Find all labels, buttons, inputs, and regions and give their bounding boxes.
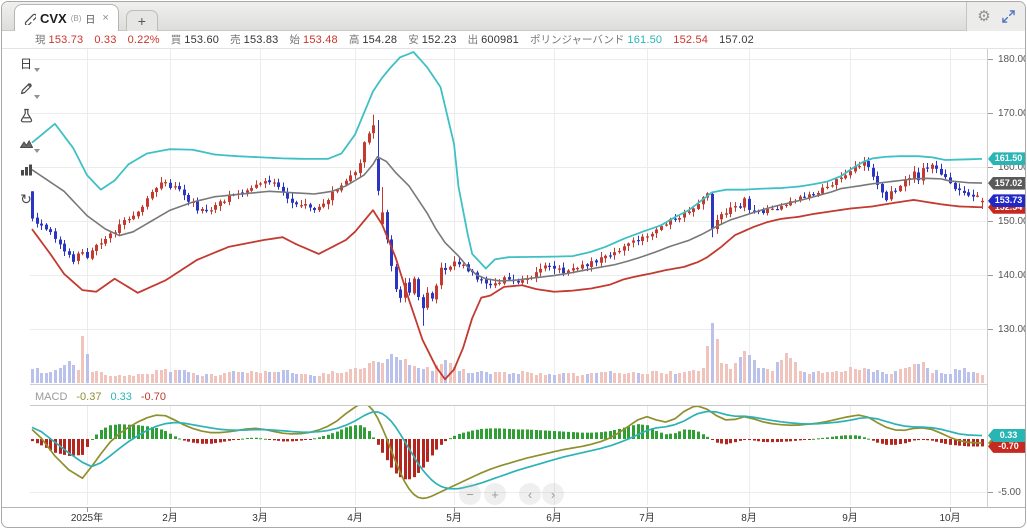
zoom-in-button[interactable]: + (484, 483, 506, 505)
quote-item: 0.33 (94, 33, 117, 46)
quote-item: 高 154.28 (348, 34, 398, 46)
macd-value: 0.33 (110, 391, 132, 403)
quote-item: 始 153.48 (289, 34, 338, 46)
macd-value-row: MACD -0.37 0.33 -0.70 (35, 391, 166, 403)
settings-gear-icon[interactable]: ⚙ (977, 8, 991, 25)
chevron-down-icon (34, 68, 40, 72)
quote-item: 157.02 (719, 33, 754, 46)
quote-item: 安 152.23 (408, 34, 457, 46)
pencil-icon (19, 81, 34, 101)
toolbar-draw-button[interactable] (15, 79, 40, 102)
tab-interval: 日 (85, 14, 96, 26)
macd-value: -0.37 (76, 391, 102, 403)
macd-value: -0.70 (140, 391, 166, 403)
tab-cvx[interactable]: CVX (B) 日 × (14, 4, 119, 31)
bar-chart-icon (19, 162, 34, 182)
left-toolbar: 日 ↻ (15, 52, 40, 210)
quote-item: 買 153.60 (170, 34, 220, 46)
quote-item: ポリンジャーバンド 161.50 (529, 34, 663, 46)
link-icon (23, 12, 36, 25)
chevron-down-icon (34, 149, 40, 153)
toolbar-refresh-button[interactable]: ↻ (15, 187, 37, 210)
toolbar-chart-type-button[interactable] (15, 133, 40, 156)
pan-left-button[interactable]: ‹ (519, 483, 541, 505)
tab-exchange: (B) (70, 13, 82, 23)
toolbar-volume-button[interactable] (15, 160, 37, 183)
mountain-chart-icon (19, 135, 34, 155)
macd-label: MACD (35, 391, 68, 403)
toolbar-indicators-button[interactable] (15, 106, 37, 129)
toolbar-interval-button[interactable]: 日 (15, 52, 40, 75)
quote-item: 152.54 (673, 33, 709, 46)
quote-item: 0.22% (127, 33, 160, 46)
chevron-down-icon (34, 95, 40, 99)
quote-item: 出 600981 (467, 34, 519, 46)
tab-symbol: CVX (40, 10, 67, 26)
refresh-icon: ↻ (20, 190, 32, 207)
fullscreen-expand-icon[interactable] (1001, 10, 1015, 23)
quote-item: 現 153.73 (35, 34, 84, 46)
new-tab-button[interactable]: + (125, 10, 158, 31)
tab-bar: CVX (B) 日 × + ⚙ (2, 2, 1025, 31)
pan-right-button[interactable]: › (542, 483, 564, 505)
interval-label: 日 (19, 57, 32, 71)
flask-icon (19, 108, 34, 128)
quote-info-bar: 現 153.73 0.33 0.22% 買 153.60 売 153.83 始 153.48 高 15… (2, 31, 1025, 48)
zoom-out-button[interactable]: − (459, 483, 481, 505)
quote-item: 売 153.83 (230, 34, 279, 46)
window-controls: ⚙ (966, 2, 1025, 31)
tab-close-button[interactable]: × (102, 11, 109, 24)
